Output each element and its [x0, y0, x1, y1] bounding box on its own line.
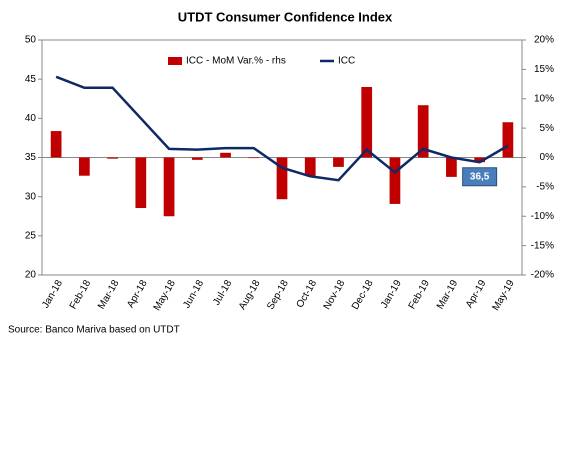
bar	[389, 157, 401, 204]
bar	[333, 157, 344, 167]
bar	[107, 157, 118, 159]
x-tick-label: Nov-18	[322, 278, 348, 312]
y-tick-label: 25	[25, 230, 37, 241]
x-tick-label: Sep-18	[265, 278, 291, 312]
y2-tick-label: -10%	[531, 211, 554, 222]
bar	[446, 157, 457, 177]
legend-label: ICC - MoM Var.% - rhs	[186, 56, 286, 67]
x-tick-label: Feb-19	[407, 278, 433, 311]
bar	[248, 157, 260, 159]
x-tick-label: Jul-18	[211, 278, 234, 307]
source: Source: Banco Mariva based on UTDT	[8, 325, 180, 336]
y2-tick-label: 0%	[540, 152, 555, 163]
x-tick-label: Aug-18	[237, 278, 263, 312]
bar	[361, 87, 373, 158]
bar	[502, 122, 514, 158]
y-tick-label: 40	[25, 113, 37, 124]
y2-tick-label: -15%	[531, 240, 554, 251]
x-tick-label: Jan-19	[379, 278, 404, 310]
bar	[276, 157, 288, 200]
y-tick-label: 30	[25, 191, 37, 202]
bar	[78, 157, 90, 176]
bar	[417, 105, 429, 158]
bar	[220, 152, 231, 158]
x-tick-label: Apr-19	[464, 278, 489, 310]
x-tick-label: May-18	[152, 278, 178, 313]
x-tick-label: May-19	[491, 278, 517, 313]
y2-tick-label: 10%	[534, 93, 554, 104]
annotation-box	[462, 167, 498, 187]
bar	[304, 157, 316, 176]
bar	[191, 157, 203, 160]
y-tick-label: 35	[25, 152, 37, 163]
x-tick-label: Oct-18	[295, 278, 320, 310]
y2-tick-label: -5%	[536, 182, 554, 193]
x-tick-label: Mar-18	[96, 278, 122, 311]
y-tick-label: 50	[25, 35, 37, 46]
x-tick-label: Dec-18	[350, 278, 376, 312]
x-tick-label: Apr-18	[125, 278, 150, 310]
annotation-label: 36,5	[470, 171, 490, 182]
x-tick-label: Mar-19	[435, 278, 461, 311]
legend-label: ICC	[338, 56, 355, 67]
bar	[135, 157, 147, 209]
line	[55, 75, 509, 182]
y2-tick-label: 15%	[534, 64, 554, 75]
y2-tick-label: 20%	[534, 35, 554, 46]
y2-tick-label: 5%	[540, 123, 555, 134]
bar	[50, 131, 62, 158]
bar	[163, 157, 175, 217]
legend-swatch	[168, 57, 182, 65]
x-tick-label: Jan-18	[40, 278, 65, 310]
x-tick-label: Feb-18	[68, 278, 94, 311]
y-tick-label: 45	[25, 74, 37, 85]
x-tick-label: Jun-18	[181, 278, 206, 310]
y2-tick-label: -20%	[531, 270, 554, 281]
chart-title: UTDT Consumer Confidence Index	[178, 9, 393, 24]
y-tick-label: 20	[25, 270, 37, 281]
bar	[474, 157, 486, 163]
